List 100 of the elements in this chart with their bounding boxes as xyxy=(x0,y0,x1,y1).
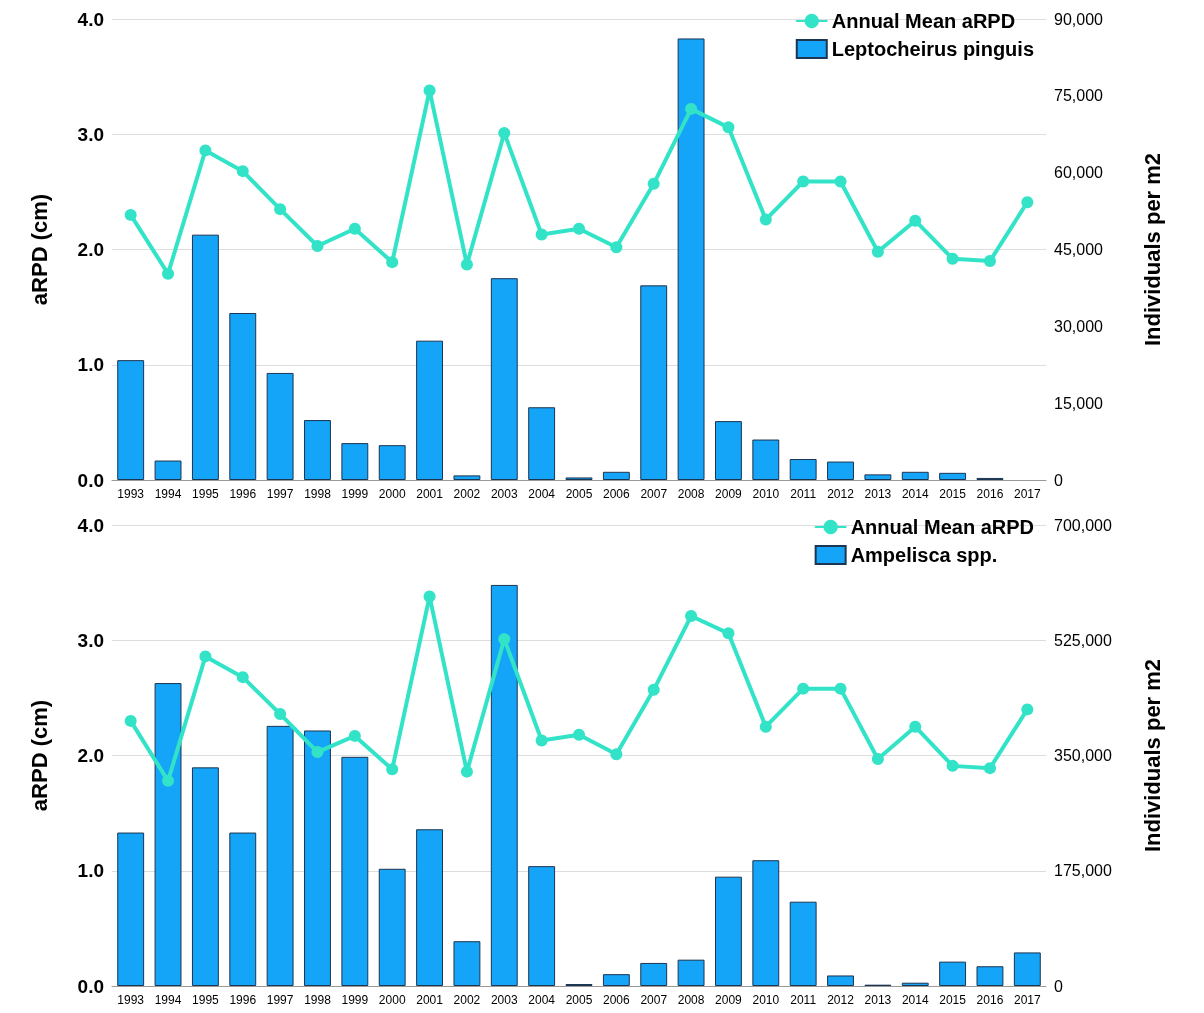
y-tick-label: 3.0 xyxy=(77,123,104,145)
bar xyxy=(528,866,556,986)
bar xyxy=(266,372,294,480)
x-tick-label: 2007 xyxy=(640,993,668,1007)
bar xyxy=(154,460,182,480)
y2-tick-label: 0 xyxy=(1054,977,1063,995)
x-tick-label: 1993 xyxy=(117,487,145,501)
x-tick-label: 2016 xyxy=(976,993,1004,1007)
point xyxy=(946,252,959,265)
point xyxy=(199,144,212,157)
y2-tick-label: 350,000 xyxy=(1054,747,1112,764)
legend-label: Leptocheirus pinguis xyxy=(831,38,1035,60)
x-tick-label: 1994 xyxy=(154,487,182,501)
point xyxy=(871,752,884,765)
bar xyxy=(677,959,705,986)
x-tick-label: 2007 xyxy=(640,487,668,501)
point xyxy=(460,258,473,271)
point xyxy=(573,222,585,235)
point xyxy=(1021,196,1034,209)
y-axis-title: aRPD (cm) xyxy=(26,193,52,306)
bar xyxy=(416,829,444,986)
point xyxy=(685,102,698,115)
point xyxy=(983,762,996,775)
point xyxy=(236,671,249,684)
point xyxy=(199,650,212,663)
y2-axis-title: Individuals per m2 xyxy=(1139,658,1165,853)
y-tick-label: 1.0 xyxy=(77,860,104,882)
bar xyxy=(528,407,556,480)
bar xyxy=(490,584,518,986)
y2-tick-label: 90,000 xyxy=(1054,10,1104,28)
x-tick-label: 2005 xyxy=(565,487,593,501)
x-tick-label: 1999 xyxy=(341,487,369,501)
y-tick-label: 0.0 xyxy=(77,469,104,491)
point xyxy=(124,208,137,221)
point xyxy=(834,175,847,188)
point xyxy=(610,748,623,761)
x-tick-label: 2014 xyxy=(901,487,929,501)
y-tick-label: 4.0 xyxy=(77,514,104,536)
y2-tick-label: 75,000 xyxy=(1054,87,1104,105)
point xyxy=(162,267,175,280)
y-tick-label: 2.0 xyxy=(77,239,104,260)
x-tick-label: 1996 xyxy=(229,487,257,501)
x-tick-label: 2015 xyxy=(939,487,967,501)
point xyxy=(311,240,324,253)
x-tick-label: 2012 xyxy=(827,993,855,1007)
point xyxy=(348,729,361,742)
bar xyxy=(304,420,331,480)
legend-label: Annual Mean aRPD xyxy=(831,10,1016,32)
x-tick-label: 1998 xyxy=(304,993,332,1007)
x-tick-label: 2010 xyxy=(752,993,780,1007)
point xyxy=(311,746,324,759)
x-tick-label: 1995 xyxy=(192,993,220,1007)
point xyxy=(386,256,399,269)
bar xyxy=(677,38,705,480)
point xyxy=(871,245,884,258)
y2-tick-label: 60,000 xyxy=(1054,164,1104,182)
bar xyxy=(191,767,219,986)
bar xyxy=(640,285,668,480)
x-tick-label: 2013 xyxy=(864,993,892,1007)
bar xyxy=(714,876,742,986)
point xyxy=(797,682,810,695)
bar xyxy=(602,974,630,986)
x-tick-label: 2012 xyxy=(827,487,855,501)
point xyxy=(759,213,772,226)
x-tick-label: 2006 xyxy=(603,487,631,501)
x-tick-label: 2005 xyxy=(565,993,593,1007)
point xyxy=(834,682,847,695)
bar xyxy=(789,901,817,986)
bar xyxy=(229,832,257,986)
x-tick-label: 2004 xyxy=(528,993,556,1007)
x-tick-label: 1999 xyxy=(341,993,369,1007)
point xyxy=(274,203,287,216)
bar xyxy=(453,475,481,480)
y-tick-label: 2.0 xyxy=(77,745,104,766)
x-tick-label: 2013 xyxy=(864,487,892,501)
x-tick-label: 1997 xyxy=(266,487,294,501)
x-tick-label: 2011 xyxy=(790,487,817,501)
bar xyxy=(827,975,854,986)
point xyxy=(274,708,287,721)
y2-tick-label: 15,000 xyxy=(1054,394,1104,412)
bar xyxy=(453,941,481,986)
y-tick-label: 3.0 xyxy=(77,629,104,651)
point xyxy=(946,759,959,772)
bar xyxy=(789,459,817,480)
x-tick-label: 2004 xyxy=(528,487,556,501)
x-tick-label: 2000 xyxy=(378,487,406,501)
bar xyxy=(117,360,145,480)
y-tick-label: 0.0 xyxy=(77,975,104,997)
bar xyxy=(266,725,294,986)
bar xyxy=(341,756,369,986)
bar xyxy=(752,439,780,480)
bar xyxy=(602,471,630,480)
point xyxy=(759,720,772,733)
bar xyxy=(752,860,780,986)
y-tick-label: 4.0 xyxy=(77,8,104,30)
point xyxy=(236,165,249,178)
y-tick-label: 1.0 xyxy=(77,354,104,376)
bar xyxy=(714,421,742,480)
x-tick-label: 1996 xyxy=(229,993,257,1007)
x-tick-label: 2009 xyxy=(715,487,743,501)
